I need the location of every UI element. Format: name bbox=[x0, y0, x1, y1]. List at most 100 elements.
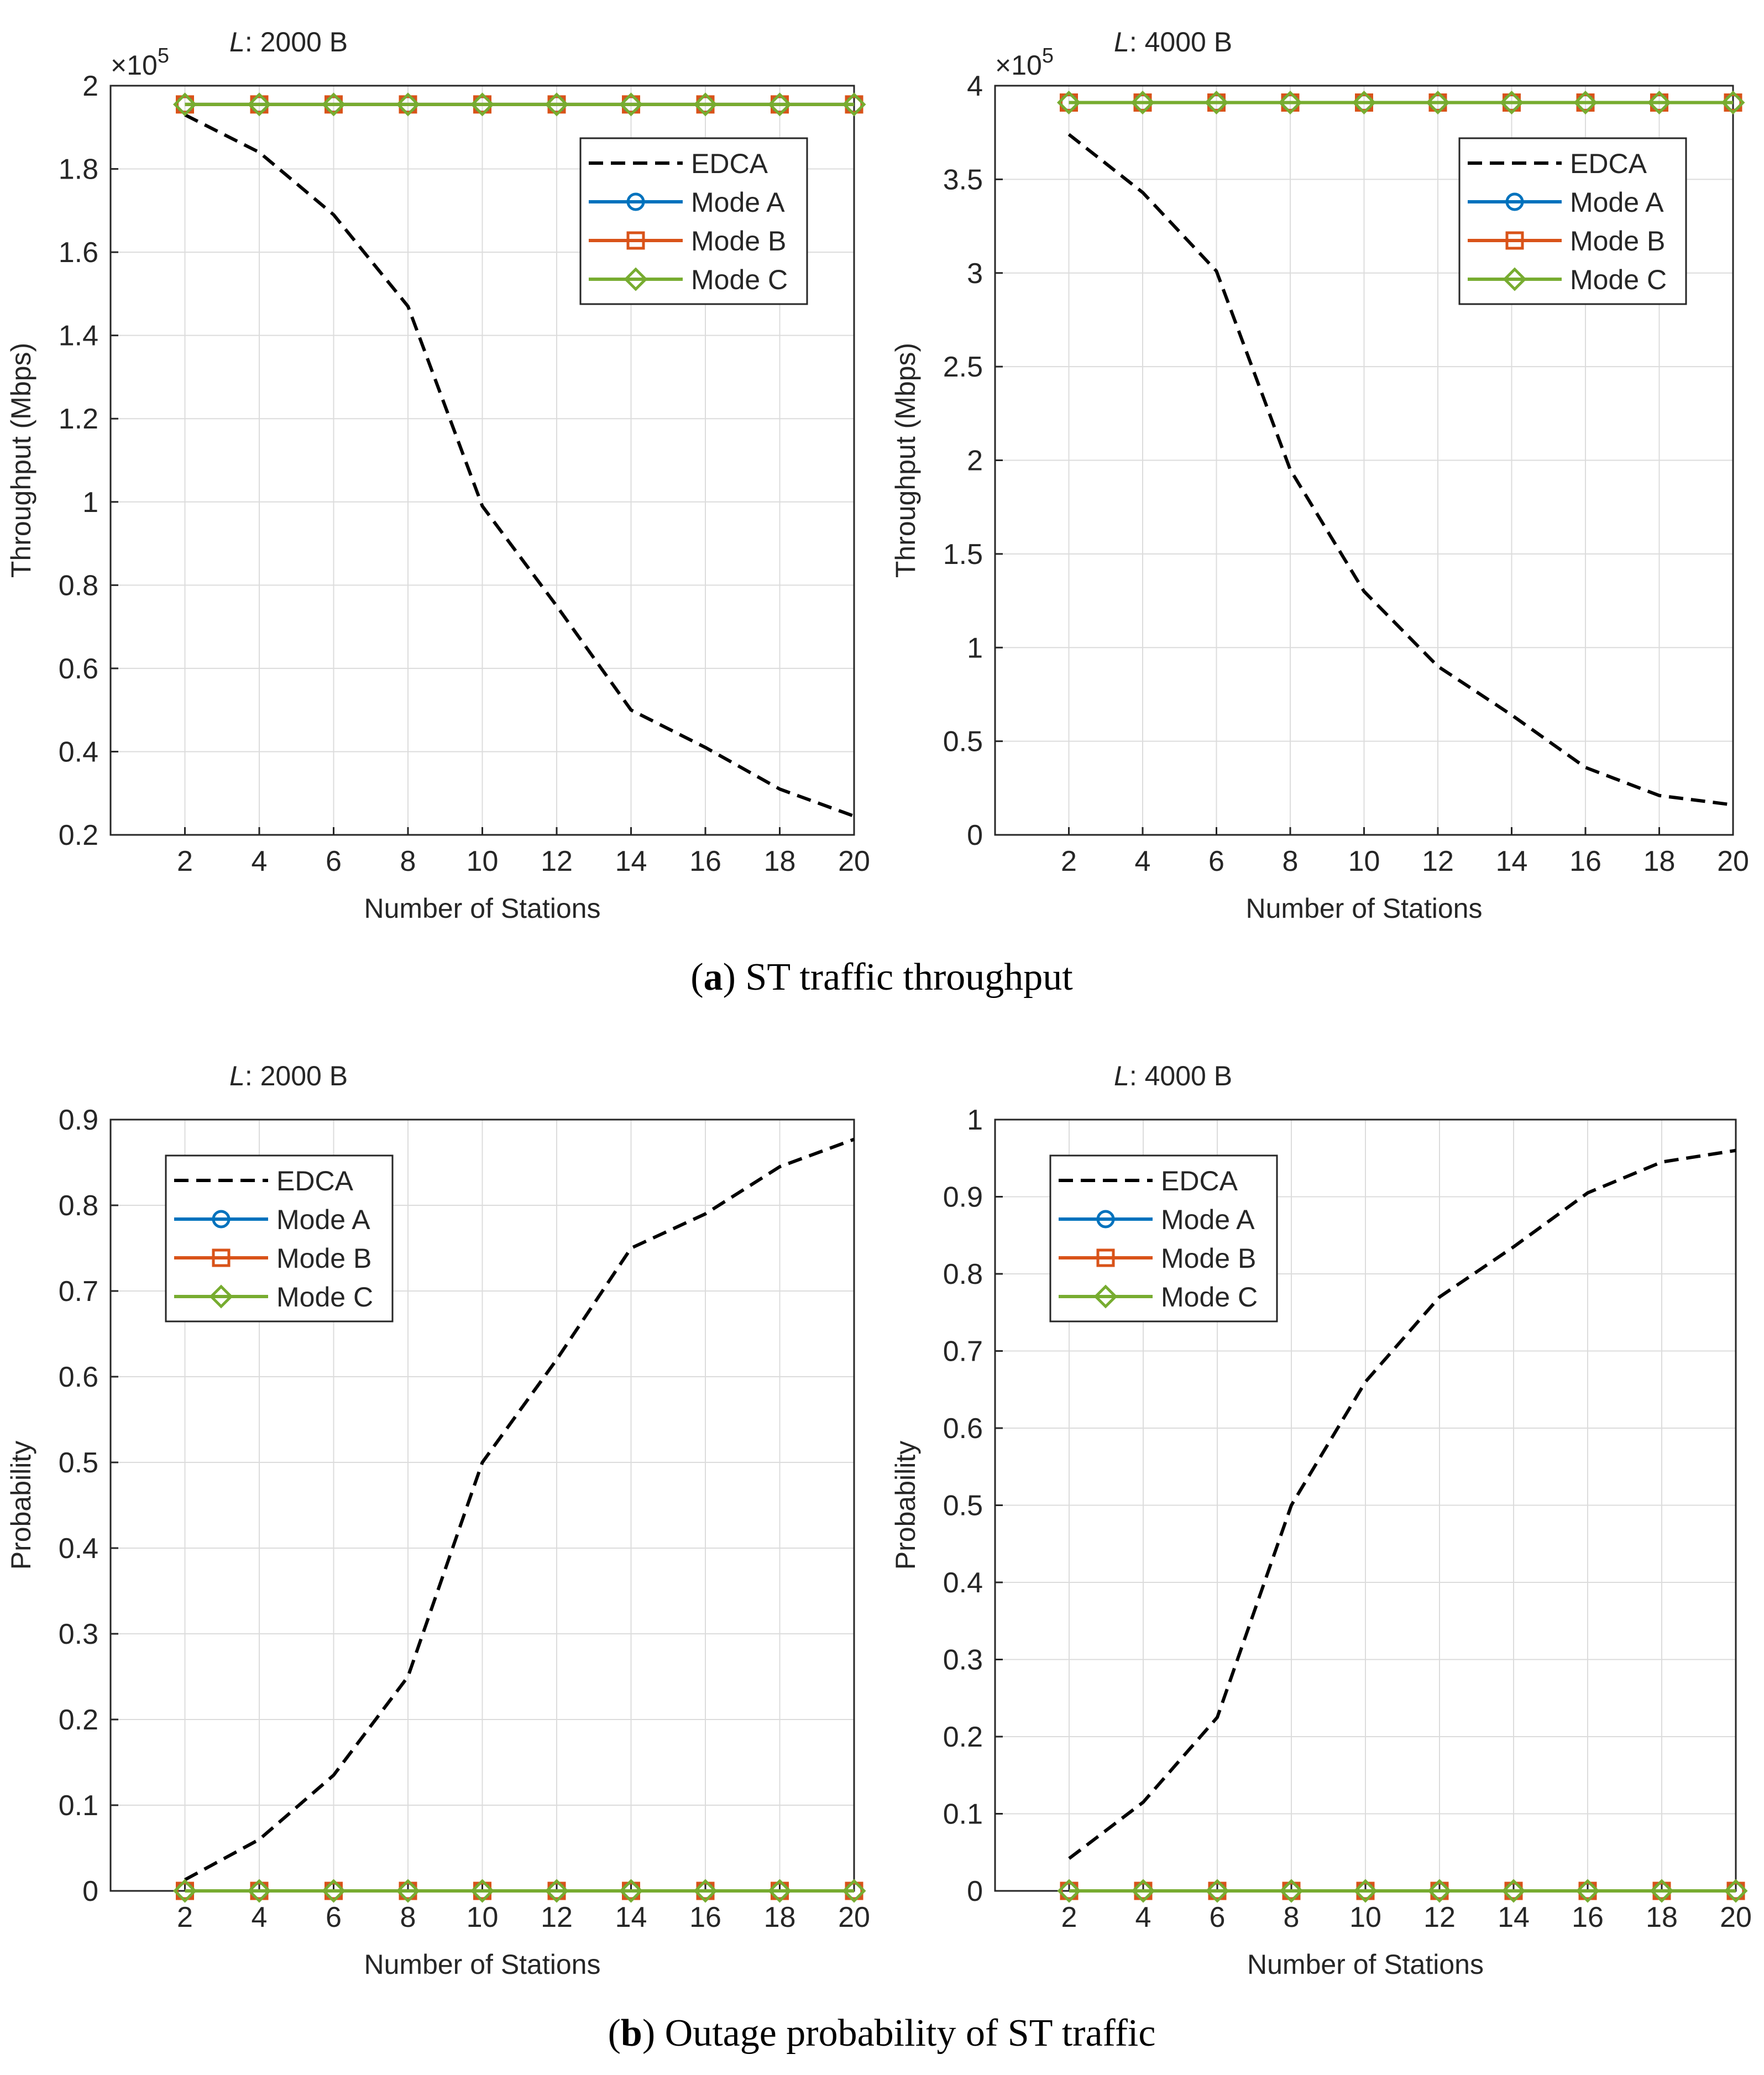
data-point bbox=[321, 1879, 346, 1903]
x-axis-label: Number of Stations bbox=[364, 893, 601, 924]
y-tick-label: 1.2 bbox=[59, 403, 98, 435]
data-point bbox=[396, 92, 420, 117]
legend-marker bbox=[626, 231, 645, 250]
legend-item: EDCA bbox=[1059, 1165, 1238, 1196]
y-tick-label: 2.5 bbox=[943, 351, 983, 383]
data-point bbox=[1721, 90, 1745, 115]
x-axis-label: Number of Stations bbox=[1246, 893, 1483, 924]
series-mode-c bbox=[1056, 90, 1745, 115]
legend-item: Mode B bbox=[589, 226, 786, 257]
data-point bbox=[470, 92, 495, 117]
chart-title: L: 2000 B bbox=[229, 1060, 348, 1091]
y-tick-label: 1 bbox=[82, 487, 98, 519]
x-tick-label: 4 bbox=[1135, 845, 1151, 877]
data-point bbox=[545, 1879, 569, 1903]
data-point bbox=[1647, 90, 1672, 115]
y-tick-label: 0.5 bbox=[943, 726, 983, 758]
caption-b: (b) Outage probability of ST traffic bbox=[608, 2012, 1156, 2055]
x-axis-label: Number of Stations bbox=[1247, 1949, 1484, 1980]
x-tick-label: 8 bbox=[1284, 1901, 1300, 1933]
y-axis-label: Throughput (Mbps) bbox=[890, 343, 921, 578]
legend-label: EDCA bbox=[691, 148, 768, 179]
x-tick-label: 14 bbox=[615, 845, 647, 877]
legend-marker bbox=[209, 1284, 233, 1309]
y-tick-label: 0.6 bbox=[59, 1361, 98, 1393]
x-tick-label: 16 bbox=[1569, 845, 1601, 877]
x-tick-label: 6 bbox=[1208, 845, 1224, 877]
data-point bbox=[1204, 90, 1229, 115]
y-tick-label: 0.4 bbox=[59, 736, 98, 768]
y-exponent-power: 5 bbox=[158, 44, 169, 67]
x-tick-label: 12 bbox=[1422, 845, 1454, 877]
y-axis-label: Throughput (Mbps) bbox=[6, 343, 36, 578]
y-tick-label: 0.7 bbox=[59, 1276, 98, 1308]
legend: EDCA Mode A Mode B Mode C bbox=[579, 137, 808, 305]
data-point bbox=[1650, 1879, 1674, 1903]
data-point bbox=[247, 92, 271, 117]
legend-item: Mode B bbox=[174, 1243, 371, 1274]
x-tick-label: 4 bbox=[252, 845, 268, 877]
series-line bbox=[184, 113, 855, 818]
legend-label: EDCA bbox=[276, 1165, 354, 1196]
y-tick-label: 0.4 bbox=[59, 1533, 98, 1565]
x-tick-label: 20 bbox=[1717, 845, 1749, 877]
x-tick-label: 8 bbox=[400, 845, 416, 877]
legend-item: Mode A bbox=[174, 1204, 370, 1235]
x-tick-label: 18 bbox=[1646, 1901, 1678, 1933]
data-point bbox=[1501, 1879, 1526, 1903]
data-point bbox=[842, 1879, 866, 1903]
data-point bbox=[1205, 1879, 1229, 1903]
x-tick-label: 8 bbox=[1283, 845, 1299, 877]
data-point bbox=[172, 92, 197, 117]
legend-box bbox=[579, 137, 808, 305]
data-point bbox=[1573, 90, 1598, 115]
y-tick-label: 3 bbox=[967, 258, 983, 290]
x-tick-label: 18 bbox=[1643, 845, 1676, 877]
x-axis-label: Number of Stations bbox=[364, 1949, 601, 1980]
x-tick-label: 12 bbox=[1423, 1901, 1456, 1933]
data-point bbox=[1279, 1879, 1304, 1903]
legend: EDCA Mode A Mode B Mode C bbox=[1049, 1154, 1278, 1323]
data-point bbox=[619, 1879, 643, 1903]
series-edca bbox=[184, 113, 855, 818]
y-tick-label: 0.4 bbox=[943, 1567, 983, 1599]
y-exponent-label: ×105 bbox=[111, 44, 169, 81]
series-mode-c bbox=[172, 92, 866, 117]
y-tick-label: 1.6 bbox=[59, 237, 98, 269]
x-tick-label: 8 bbox=[400, 1901, 416, 1933]
y-tick-label: 0.2 bbox=[59, 1704, 98, 1736]
x-tick-label: 10 bbox=[467, 1901, 499, 1933]
y-tick-label: 2 bbox=[967, 445, 983, 477]
x-tick-label: 10 bbox=[1349, 1901, 1381, 1933]
chart-title-var: L bbox=[229, 1060, 245, 1091]
legend-label: Mode B bbox=[276, 1243, 371, 1274]
legend-label: Mode B bbox=[1570, 226, 1665, 257]
data-point bbox=[1131, 1879, 1155, 1903]
legend-marker bbox=[1096, 1210, 1115, 1229]
x-tick-label: 6 bbox=[326, 845, 342, 877]
legend-label: Mode C bbox=[1570, 264, 1667, 295]
x-tick-label: 2 bbox=[177, 845, 193, 877]
legend-item: Mode A bbox=[1468, 187, 1664, 218]
legend: EDCA Mode A Mode B Mode C bbox=[1458, 137, 1687, 305]
data-point bbox=[1056, 90, 1081, 115]
legend-marker bbox=[624, 267, 648, 291]
x-tick-label: 2 bbox=[177, 1901, 193, 1933]
x-tick-label: 20 bbox=[838, 845, 870, 877]
data-point bbox=[1352, 90, 1376, 115]
x-tick-label: 14 bbox=[615, 1901, 647, 1933]
legend-item: Mode C bbox=[589, 264, 788, 295]
data-point bbox=[545, 92, 569, 117]
data-point bbox=[767, 1879, 792, 1903]
y-tick-label: 1.8 bbox=[59, 154, 98, 186]
y-tick-label: 4 bbox=[967, 70, 983, 102]
legend-item: Mode C bbox=[1059, 1282, 1258, 1313]
y-tick-label: 0.1 bbox=[59, 1790, 98, 1822]
y-tick-label: 0.7 bbox=[943, 1336, 983, 1368]
y-tick-label: 1.4 bbox=[59, 320, 98, 352]
legend-label: Mode C bbox=[691, 264, 788, 295]
legend-item: Mode A bbox=[589, 187, 785, 218]
data-point bbox=[1278, 90, 1302, 115]
legend-box bbox=[1458, 137, 1687, 305]
x-tick-label: 10 bbox=[467, 845, 499, 877]
